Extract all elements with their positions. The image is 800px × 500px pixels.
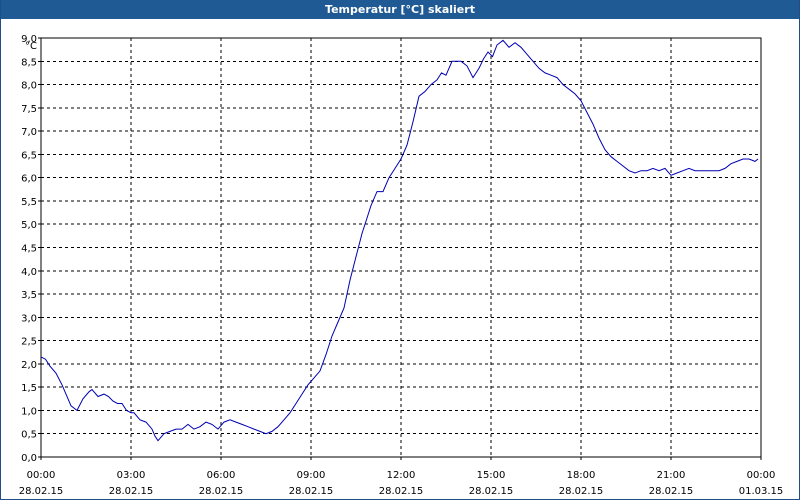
y-tick-label: 0,0 [21, 453, 37, 464]
y-tick-label: 0,5 [21, 430, 37, 441]
y-tick-label: 4,5 [21, 244, 37, 255]
window-title: Temperatur [°C] skaliert [1, 0, 799, 19]
y-tick-label: 5,5 [21, 197, 37, 208]
y-tick-label: 6,5 [21, 150, 37, 161]
y-tick-label: 2,0 [21, 360, 37, 371]
y-tick-label: 8,0 [21, 81, 37, 92]
y-tick-label: 3,0 [21, 313, 37, 324]
x-tick-time-label: 03:00 [117, 470, 146, 481]
x-tick-date-label: 28.02.15 [109, 486, 154, 497]
temperature-series-line [40, 39, 759, 442]
x-tick-date-label: 28.02.15 [469, 486, 514, 497]
plot-border [40, 37, 762, 458]
x-tick-time-label: 00:00 [747, 470, 776, 481]
x-tick-time-label: 06:00 [207, 470, 236, 481]
x-tick-date-label: 28.02.15 [199, 486, 244, 497]
y-tick-label: 5,0 [21, 220, 37, 231]
x-tick-time-label: 00:00 [27, 470, 56, 481]
x-tick-time-label: 09:00 [297, 470, 326, 481]
y-tick-label: 1,0 [21, 406, 37, 417]
x-tick-time-label: 18:00 [567, 470, 596, 481]
y-tick-label: 2,5 [21, 337, 37, 348]
y-tick-label: 7,0 [21, 127, 37, 138]
y-tick-label: 3,5 [21, 290, 37, 301]
y-tick-label: 6,0 [21, 174, 37, 185]
y-tick-label: 1,5 [21, 383, 37, 394]
y-unit-label: °C [25, 41, 37, 52]
temperature-chart: 0,0 0,5 1,0 1,5 2,0 2,5 3,0 3,5 4,0 4,5 5,0 5,5 6,0 6… [19, 34, 784, 497]
x-tick-date-label: 28.02.15 [649, 486, 694, 497]
x-tick-time-label: 12:00 [387, 470, 416, 481]
x-tick-time-label: 21:00 [657, 470, 686, 481]
x-tick-date-label: 28.02.15 [19, 486, 64, 497]
x-tick-time-label: 15:00 [477, 470, 506, 481]
y-tick-label: 8,5 [21, 57, 37, 68]
y-tick-label: 4,0 [21, 267, 37, 278]
x-tick-date-label: 28.02.15 [559, 486, 604, 497]
y-tick-label: 7,5 [21, 104, 37, 115]
x-tick-date-label: 28.02.15 [289, 486, 334, 497]
x-tick-date-label: 28.02.15 [379, 486, 424, 497]
x-tick-date-label: 01.03.15 [739, 486, 784, 497]
y-tick-label: 9,0 [21, 34, 37, 45]
